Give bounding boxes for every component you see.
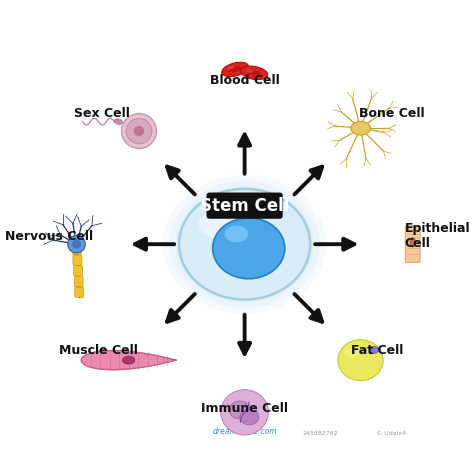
Ellipse shape <box>229 401 251 419</box>
Ellipse shape <box>179 189 310 300</box>
Ellipse shape <box>175 185 314 303</box>
Ellipse shape <box>228 66 234 69</box>
Ellipse shape <box>351 121 370 135</box>
Ellipse shape <box>169 181 320 308</box>
Text: Sex Cell: Sex Cell <box>74 107 130 119</box>
Text: Epithelial
Cell: Epithelial Cell <box>404 222 470 250</box>
FancyBboxPatch shape <box>75 287 84 297</box>
Ellipse shape <box>369 346 379 354</box>
Ellipse shape <box>121 114 156 149</box>
Text: Nervous Cell: Nervous Cell <box>5 229 93 243</box>
FancyBboxPatch shape <box>207 193 283 219</box>
Ellipse shape <box>228 67 242 73</box>
Ellipse shape <box>213 218 285 279</box>
Ellipse shape <box>134 126 144 136</box>
Text: Stem Cell: Stem Cell <box>200 197 289 215</box>
Ellipse shape <box>114 119 122 125</box>
Text: Muscle Cell: Muscle Cell <box>59 344 138 357</box>
Ellipse shape <box>247 70 261 76</box>
FancyBboxPatch shape <box>73 244 82 255</box>
Text: Fat Cell: Fat Cell <box>351 344 403 357</box>
Text: Immune Cell: Immune Cell <box>201 402 288 415</box>
Ellipse shape <box>122 356 135 364</box>
Ellipse shape <box>126 118 152 144</box>
FancyBboxPatch shape <box>405 226 420 262</box>
Text: 245882762: 245882762 <box>302 431 337 436</box>
Ellipse shape <box>240 66 268 80</box>
FancyBboxPatch shape <box>73 255 82 265</box>
Ellipse shape <box>68 236 85 253</box>
Text: Bone Cell: Bone Cell <box>359 107 425 119</box>
Ellipse shape <box>225 226 248 242</box>
Ellipse shape <box>222 62 248 76</box>
Text: Blood Cell: Blood Cell <box>210 74 280 87</box>
Ellipse shape <box>221 390 268 435</box>
FancyBboxPatch shape <box>74 277 83 287</box>
Ellipse shape <box>344 348 358 358</box>
Ellipse shape <box>410 237 416 247</box>
Polygon shape <box>82 351 176 370</box>
Ellipse shape <box>240 409 259 425</box>
Text: © Udaix4: © Udaix4 <box>376 431 406 436</box>
FancyBboxPatch shape <box>73 266 82 276</box>
Ellipse shape <box>246 69 253 73</box>
Ellipse shape <box>199 207 258 240</box>
Ellipse shape <box>72 240 81 249</box>
Text: dreamstime.com: dreamstime.com <box>212 427 277 436</box>
Ellipse shape <box>163 175 327 313</box>
Ellipse shape <box>338 340 383 380</box>
